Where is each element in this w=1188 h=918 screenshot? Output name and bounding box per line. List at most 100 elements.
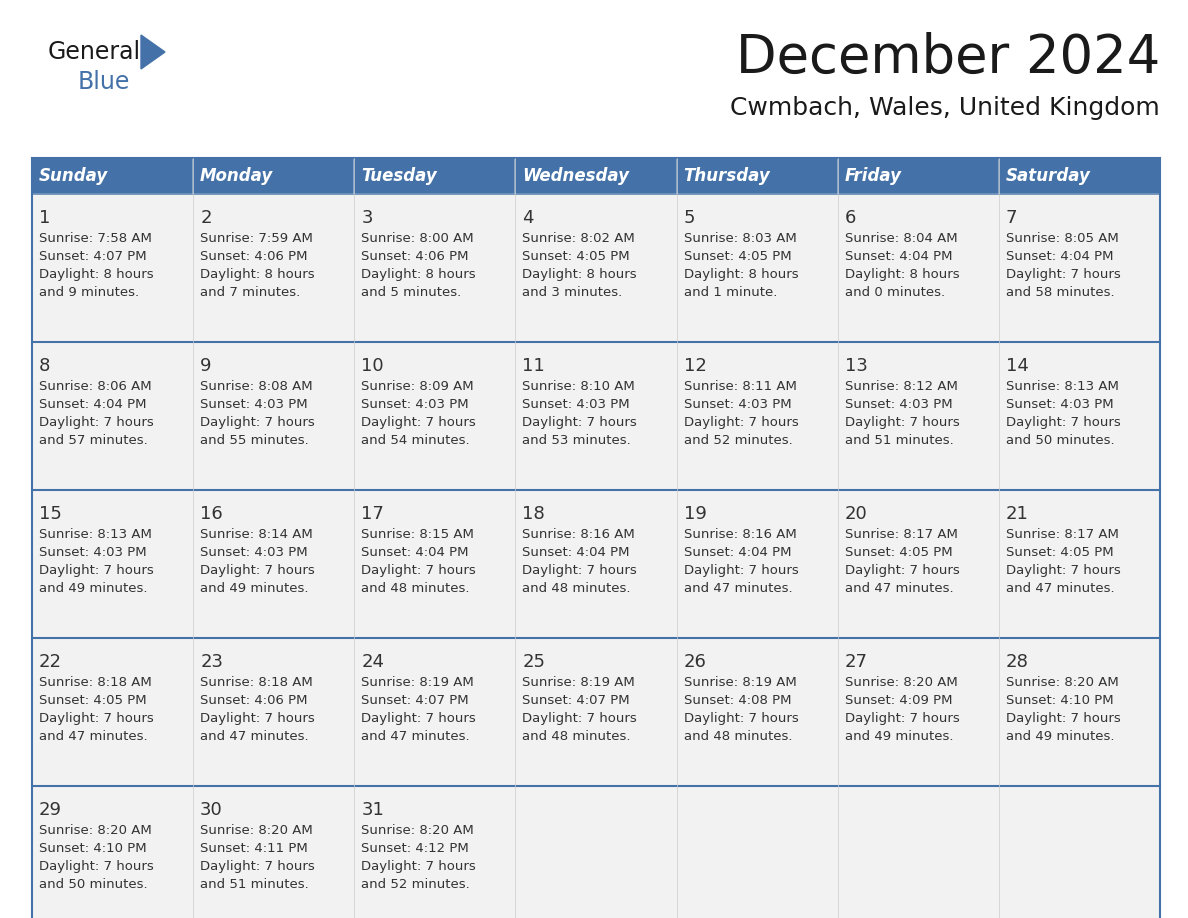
- Text: Daylight: 7 hours: Daylight: 7 hours: [361, 416, 476, 429]
- Text: Daylight: 7 hours: Daylight: 7 hours: [1006, 416, 1120, 429]
- Text: and 54 minutes.: and 54 minutes.: [361, 434, 470, 447]
- Bar: [354, 490, 516, 638]
- Bar: [999, 638, 1159, 786]
- Text: Sunset: 4:06 PM: Sunset: 4:06 PM: [200, 250, 308, 263]
- Bar: [354, 158, 516, 194]
- Bar: [194, 490, 354, 638]
- Text: 29: 29: [39, 801, 62, 819]
- Text: Daylight: 7 hours: Daylight: 7 hours: [845, 712, 960, 725]
- Text: Daylight: 7 hours: Daylight: 7 hours: [361, 860, 476, 873]
- Text: Daylight: 7 hours: Daylight: 7 hours: [845, 416, 960, 429]
- Text: and 52 minutes.: and 52 minutes.: [683, 434, 792, 447]
- Text: 15: 15: [39, 505, 62, 523]
- Bar: [194, 786, 354, 918]
- Text: Sunset: 4:04 PM: Sunset: 4:04 PM: [523, 546, 630, 559]
- Text: Sunrise: 8:13 AM: Sunrise: 8:13 AM: [39, 528, 152, 541]
- Text: Sunset: 4:04 PM: Sunset: 4:04 PM: [361, 546, 469, 559]
- Text: 2: 2: [200, 209, 211, 227]
- Text: Sunrise: 8:19 AM: Sunrise: 8:19 AM: [361, 676, 474, 689]
- Text: 13: 13: [845, 357, 867, 375]
- Text: Sunrise: 8:20 AM: Sunrise: 8:20 AM: [361, 824, 474, 837]
- Text: 12: 12: [683, 357, 707, 375]
- Text: Daylight: 7 hours: Daylight: 7 hours: [200, 860, 315, 873]
- Bar: [838, 638, 999, 786]
- Text: 24: 24: [361, 653, 384, 671]
- Text: 23: 23: [200, 653, 223, 671]
- Bar: [516, 194, 677, 342]
- Text: Sunset: 4:09 PM: Sunset: 4:09 PM: [845, 694, 953, 707]
- Text: Sunrise: 8:09 AM: Sunrise: 8:09 AM: [361, 380, 474, 393]
- Text: Sunset: 4:06 PM: Sunset: 4:06 PM: [200, 694, 308, 707]
- Text: and 55 minutes.: and 55 minutes.: [200, 434, 309, 447]
- Text: Wednesday: Wednesday: [523, 167, 630, 185]
- Bar: [677, 490, 838, 638]
- Bar: [999, 342, 1159, 490]
- Text: and 49 minutes.: and 49 minutes.: [39, 582, 147, 595]
- Text: Daylight: 7 hours: Daylight: 7 hours: [523, 564, 637, 577]
- Text: 3: 3: [361, 209, 373, 227]
- Text: Sunset: 4:07 PM: Sunset: 4:07 PM: [39, 250, 146, 263]
- Text: Sunrise: 8:15 AM: Sunrise: 8:15 AM: [361, 528, 474, 541]
- Bar: [516, 786, 677, 918]
- Text: Daylight: 8 hours: Daylight: 8 hours: [845, 268, 960, 281]
- Text: 17: 17: [361, 505, 384, 523]
- Text: Sunrise: 8:20 AM: Sunrise: 8:20 AM: [1006, 676, 1119, 689]
- Text: and 48 minutes.: and 48 minutes.: [523, 582, 631, 595]
- Text: Sunrise: 8:11 AM: Sunrise: 8:11 AM: [683, 380, 796, 393]
- Text: Sunset: 4:06 PM: Sunset: 4:06 PM: [361, 250, 469, 263]
- Text: and 58 minutes.: and 58 minutes.: [1006, 286, 1114, 299]
- Text: Daylight: 7 hours: Daylight: 7 hours: [845, 564, 960, 577]
- Text: Sunrise: 8:18 AM: Sunrise: 8:18 AM: [200, 676, 312, 689]
- Text: Daylight: 7 hours: Daylight: 7 hours: [361, 712, 476, 725]
- Text: Daylight: 8 hours: Daylight: 8 hours: [361, 268, 476, 281]
- Text: and 49 minutes.: and 49 minutes.: [1006, 730, 1114, 743]
- Text: Sunrise: 8:19 AM: Sunrise: 8:19 AM: [523, 676, 636, 689]
- Text: Sunrise: 8:16 AM: Sunrise: 8:16 AM: [683, 528, 796, 541]
- Text: Sunset: 4:05 PM: Sunset: 4:05 PM: [845, 546, 953, 559]
- Text: 5: 5: [683, 209, 695, 227]
- Text: Sunset: 4:07 PM: Sunset: 4:07 PM: [523, 694, 630, 707]
- Text: 14: 14: [1006, 357, 1029, 375]
- Bar: [999, 490, 1159, 638]
- Text: Daylight: 7 hours: Daylight: 7 hours: [523, 712, 637, 725]
- Text: and 47 minutes.: and 47 minutes.: [39, 730, 147, 743]
- Text: Sunrise: 8:19 AM: Sunrise: 8:19 AM: [683, 676, 796, 689]
- Text: Sunset: 4:03 PM: Sunset: 4:03 PM: [200, 398, 308, 411]
- Text: Sunset: 4:03 PM: Sunset: 4:03 PM: [1006, 398, 1113, 411]
- Text: Daylight: 7 hours: Daylight: 7 hours: [1006, 268, 1120, 281]
- Text: Daylight: 7 hours: Daylight: 7 hours: [39, 564, 153, 577]
- Text: 8: 8: [39, 357, 50, 375]
- Text: General: General: [48, 40, 141, 64]
- Text: and 1 minute.: and 1 minute.: [683, 286, 777, 299]
- Text: 20: 20: [845, 505, 867, 523]
- Text: and 50 minutes.: and 50 minutes.: [39, 878, 147, 891]
- Text: and 51 minutes.: and 51 minutes.: [845, 434, 954, 447]
- Text: 19: 19: [683, 505, 707, 523]
- Text: Sunset: 4:11 PM: Sunset: 4:11 PM: [200, 842, 308, 855]
- Bar: [194, 638, 354, 786]
- Bar: [999, 158, 1159, 194]
- Bar: [677, 638, 838, 786]
- Text: 28: 28: [1006, 653, 1029, 671]
- Text: Sunrise: 8:20 AM: Sunrise: 8:20 AM: [39, 824, 152, 837]
- Text: and 47 minutes.: and 47 minutes.: [200, 730, 309, 743]
- Bar: [838, 194, 999, 342]
- Text: Sunrise: 8:06 AM: Sunrise: 8:06 AM: [39, 380, 152, 393]
- Text: Sunday: Sunday: [39, 167, 108, 185]
- Text: and 48 minutes.: and 48 minutes.: [523, 730, 631, 743]
- Text: Sunset: 4:10 PM: Sunset: 4:10 PM: [39, 842, 146, 855]
- Text: Monday: Monday: [200, 167, 273, 185]
- Text: Daylight: 8 hours: Daylight: 8 hours: [200, 268, 315, 281]
- Text: Daylight: 7 hours: Daylight: 7 hours: [39, 860, 153, 873]
- Text: Daylight: 8 hours: Daylight: 8 hours: [683, 268, 798, 281]
- Text: Daylight: 7 hours: Daylight: 7 hours: [523, 416, 637, 429]
- Text: Sunrise: 8:08 AM: Sunrise: 8:08 AM: [200, 380, 312, 393]
- Bar: [677, 158, 838, 194]
- Bar: [32, 194, 194, 342]
- Text: 18: 18: [523, 505, 545, 523]
- Bar: [32, 158, 194, 194]
- Text: Sunset: 4:05 PM: Sunset: 4:05 PM: [683, 250, 791, 263]
- Text: Sunset: 4:03 PM: Sunset: 4:03 PM: [845, 398, 953, 411]
- Bar: [194, 158, 354, 194]
- Text: Sunrise: 8:14 AM: Sunrise: 8:14 AM: [200, 528, 312, 541]
